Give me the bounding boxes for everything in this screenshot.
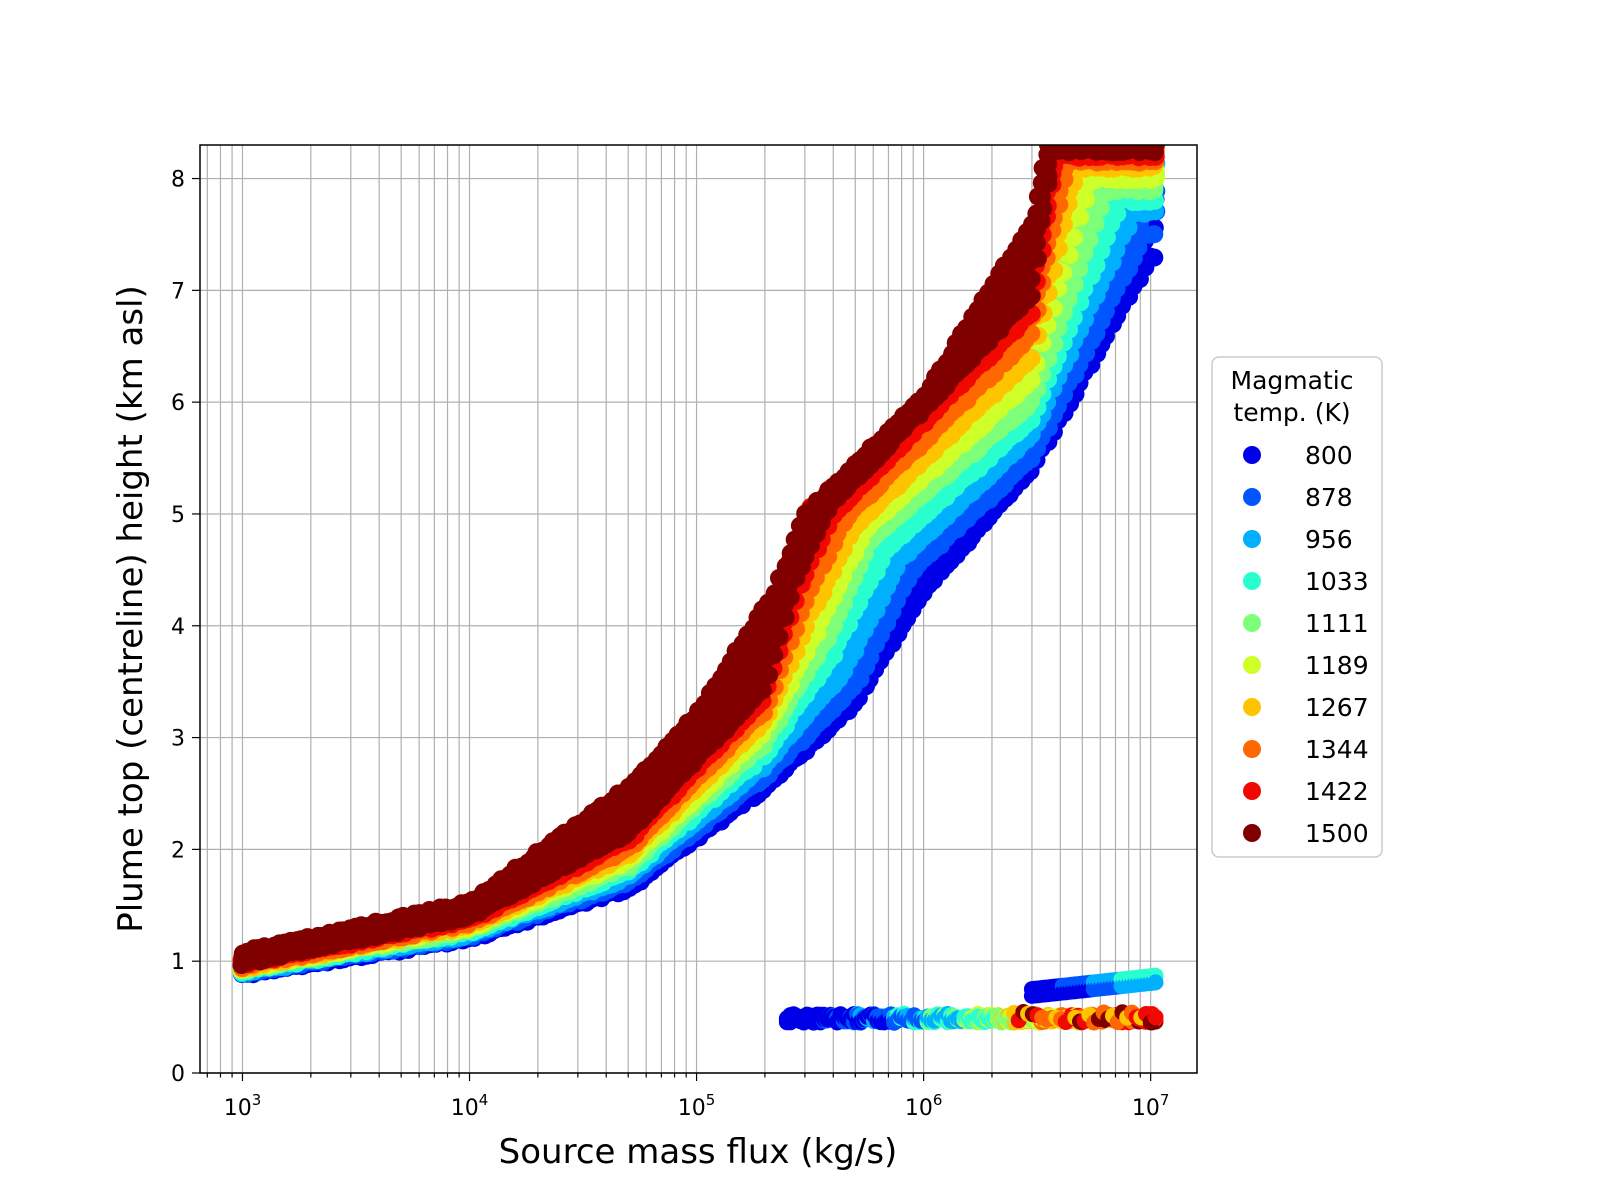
data-point xyxy=(1119,218,1138,237)
data-point xyxy=(1075,244,1094,262)
data-point xyxy=(1087,256,1106,275)
data-point xyxy=(1065,275,1084,294)
data-point xyxy=(1145,248,1164,267)
scatter-points xyxy=(232,145,1166,1031)
data-point xyxy=(1145,225,1164,244)
data-point xyxy=(1091,198,1110,217)
data-point xyxy=(1108,204,1127,223)
data-point xyxy=(1086,214,1105,233)
data-point xyxy=(1080,230,1099,249)
data-point xyxy=(1070,259,1089,278)
